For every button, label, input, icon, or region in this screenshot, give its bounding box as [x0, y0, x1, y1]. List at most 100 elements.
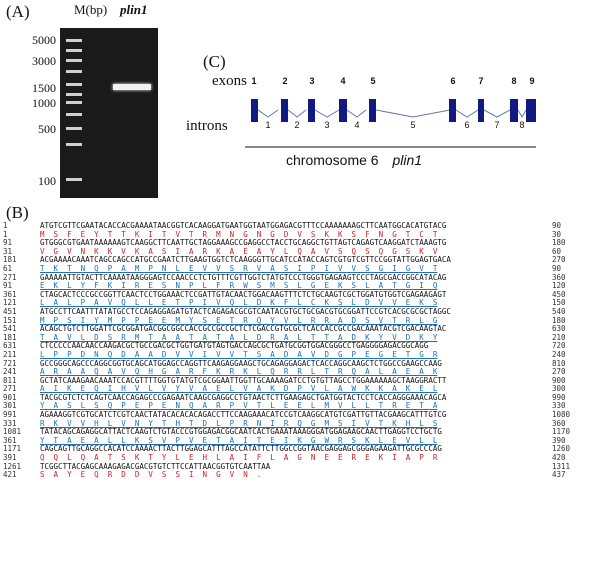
amino-acid-sequence: A I K E Q I H V L V Y V A E L V A K D P …	[40, 384, 438, 394]
amino-acid-sequence: A R A A Q A V Q H G A R F K R K L Q R R …	[40, 367, 438, 377]
exon-number: 5	[370, 76, 376, 86]
end-position: 270	[552, 367, 566, 377]
exon-number: 7	[478, 76, 484, 86]
nucleotide-row: 631 CTCCCCCAACAACCAAGACGCTGCCGACGCTGGTGAT…	[0, 342, 590, 351]
gene-name: plin1	[392, 152, 423, 168]
ladder-band	[66, 143, 82, 146]
amino-acid-row: 391 Q Q L Q A T S K T Y L E H L A I F L A…	[0, 453, 590, 463]
panel-label-b: (B)	[6, 203, 29, 222]
exon-number: 9	[529, 76, 535, 86]
nucleotide-row: 181 ACGAAAACAAATCAGCCAGCCATGCCGAATCTTGAAG…	[0, 256, 590, 265]
amino-acid-row: 421 S A Y E Q R D D V S S I N G V N . 437	[0, 471, 590, 480]
start-position: 91	[3, 238, 13, 248]
nucleotide-row: 1171 CAGCAGTTGCAGGCCACATCCAAAACTTACTTGGAG…	[0, 445, 590, 454]
nucleotide-row: 91 GTGGGCGTGAATAAAAAAGTCAAGGCTTCAATTGCTAG…	[0, 239, 590, 248]
end-position: 330	[552, 401, 566, 411]
start-position: 391	[3, 453, 17, 463]
amino-acid-sequence: L A L P A V Q L L E T P I V Q L D K F L …	[40, 298, 438, 308]
amino-acid-row: 1 M S F E Y T T K I T V T R M N G N G D V…	[0, 229, 590, 240]
ladder-band	[66, 83, 82, 86]
amino-acid-row: 331 R K V V H L V N Y T H T D L P R N I R…	[0, 418, 590, 429]
amino-acid-row: 31 V G V N K K V K A S I A R K A E A Y L …	[0, 246, 590, 257]
amino-acid-row: 91 E K L Y F K I R E S N P L F R W S M S …	[0, 282, 590, 291]
end-position: 30	[552, 229, 562, 239]
nucleotide-sequence: GAAAAATTGTACTTCAAAATAAGGGAGTCCAACCCTCTGT…	[40, 272, 447, 282]
end-position: 630	[552, 324, 566, 334]
end-position: 810	[552, 358, 566, 368]
nucleotide-sequence: CTAGCACTCCCGCCGGTTCAACTCCTGGAAACTCCGATTG…	[40, 289, 447, 299]
amino-acid-row: 181 T A V L D S R M T A A T A T A L D R A…	[0, 332, 590, 343]
nucleotide-sequence: GCCGGGCAGCCCAGGCGGTGCAGCATGGAGCCAGGTTCAA…	[40, 358, 442, 368]
end-position: 540	[552, 306, 566, 316]
nucleotide-row: 721 GCCGGGCAGCCCAGGCGGTGCAGCATGGAGCCAGGTT…	[0, 358, 590, 369]
amino-acid-sequence: Y T A E A L L K S V P V E T A I T E I K …	[40, 435, 438, 445]
amino-acid-row: 271 A I K E Q I H V L V Y V A E L V A K D…	[0, 385, 590, 394]
start-position: 1081	[3, 427, 22, 437]
gel-image	[60, 28, 158, 198]
end-position: 900	[552, 375, 566, 385]
start-position: 31	[3, 246, 13, 256]
exons-label: exons	[212, 73, 247, 89]
end-position: 720	[552, 341, 566, 351]
ladder-band	[66, 70, 82, 73]
exon-number: 3	[309, 76, 315, 86]
start-position: 271	[3, 272, 17, 282]
intron-number: 3	[324, 120, 330, 130]
end-position: 1170	[552, 427, 571, 437]
start-position: 61	[3, 263, 13, 273]
start-position: 91	[3, 281, 13, 291]
ladder-band	[66, 113, 82, 116]
end-position: 120	[552, 281, 566, 291]
ladder-band	[66, 178, 82, 181]
exon-number: 1	[251, 76, 257, 86]
amino-acid-row: 211 L P P D N Q D A A D V V I V V T S A D…	[0, 350, 590, 360]
end-position: 90	[552, 263, 562, 273]
nucleotide-row: 451 ATGCCTTCAATTTATATGCCTCCAGAGGAGATGTACT…	[0, 306, 590, 317]
amino-acid-sequence: T A V L D S R M T A A T A T A L D R A L …	[40, 332, 438, 342]
start-position: 271	[3, 384, 17, 394]
gel-sample-header: plin1	[120, 2, 148, 17]
nucleotide-row: 361 CTAGCACTCCCGCCGGTTCAACTCCTGGAAACTCCGA…	[0, 289, 590, 300]
start-position: 421	[3, 470, 17, 480]
end-position: 180	[552, 238, 566, 248]
ladder-band	[66, 39, 82, 42]
ladder-label: 5000	[32, 33, 56, 47]
amino-acid-sequence: V G V N K K V K A S I A R K A E A Y L Q …	[40, 246, 438, 256]
exon-number: 8	[511, 76, 517, 86]
end-position: 270	[552, 255, 566, 265]
ladder-label: 1000	[32, 96, 56, 110]
exon-number: 4	[340, 76, 346, 86]
intron-number: 2	[294, 120, 300, 130]
amino-acid-row: 151 M P S I Y M P P E E M Y S E T R Q Y V…	[0, 316, 590, 326]
end-position: 990	[552, 392, 566, 402]
nucleotide-sequence: ACGAAAACAAATCAGCCAGCCATGCCGAATCTTGAAGTGG…	[40, 255, 451, 265]
start-position: 361	[3, 289, 17, 299]
nucleotide-sequence: TATACAGCAGAGGCATTACTCAAGTCTGTACCCGTGGAGA…	[40, 427, 442, 437]
nucleotide-row: 541 ACAGCTGTCTTGGATTCGCGGATGACGGCGGCCACCG…	[0, 325, 590, 334]
amino-acid-sequence: Y A S L S Q P E P E N Q A R P V T L E E …	[40, 401, 438, 411]
nucleotide-row: 1081 TATACAGCAGAGGCATTACTCAAGTCTGTACCCGTG…	[0, 428, 590, 437]
nucleotide-row: 811 GCTATCAAAGAACAAATCCACGTTTTGGTGTATGTCG…	[0, 375, 590, 386]
nucleotide-sequence: ATGTCGTTCGAATACACCACGAAAATAACGGTCACAAGGA…	[40, 221, 447, 230]
panel-label-c: (C)	[203, 52, 226, 71]
gene-structure-diagram	[245, 99, 536, 148]
end-position: 210	[552, 332, 566, 342]
intron-number: 8	[519, 120, 525, 130]
amino-acid-sequence: E K L Y F K I R E S N P L F R W S M S L …	[40, 281, 438, 291]
end-position: 1311	[552, 461, 571, 471]
plin1-band	[113, 84, 151, 90]
start-position: 181	[3, 332, 17, 342]
panel-label-a: (A)	[6, 2, 30, 21]
start-position: 1171	[3, 444, 22, 454]
end-position: 60	[552, 246, 562, 256]
amino-acid-sequence: T K T N Q P A M P N L E V V S R V A S I …	[40, 263, 438, 273]
ladder-label: 100	[38, 174, 56, 188]
start-position: 631	[3, 341, 17, 351]
end-position: 437	[552, 470, 566, 480]
amino-acid-sequence: R K V V H L V N Y T H T D L P R N I R Q …	[40, 418, 438, 428]
end-position: 1080	[552, 410, 571, 420]
ladder-band	[66, 93, 82, 96]
end-position: 420	[552, 453, 566, 463]
amino-acid-sequence: M S F E Y T T K I T V T R M N G N G D V …	[40, 229, 438, 239]
nucleotide-row: 271 GAAAAATTGTACTTCAAAATAAGGGAGTCCAACCCTC…	[0, 272, 590, 283]
